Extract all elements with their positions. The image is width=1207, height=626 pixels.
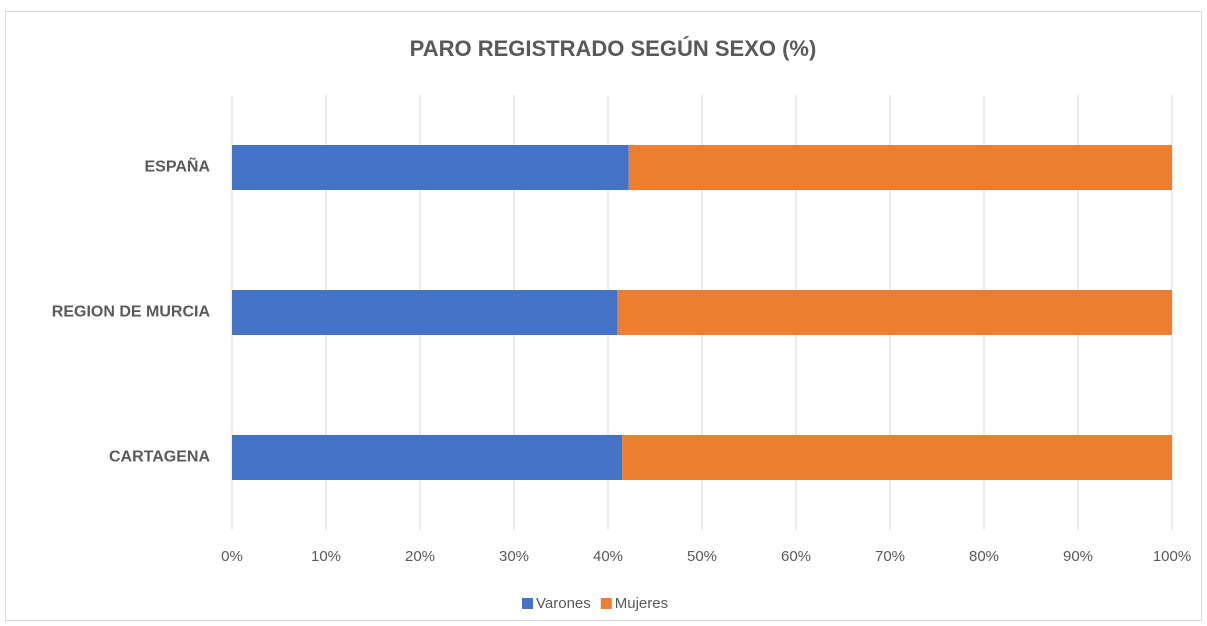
legend-label: Varones	[536, 595, 591, 612]
x-tick-label: 30%	[499, 548, 529, 565]
bar	[232, 145, 629, 190]
y-tick-label: ESPAÑA	[145, 156, 211, 176]
x-tick-label: 20%	[405, 548, 435, 565]
legend-swatch	[522, 598, 533, 609]
bar	[617, 290, 1172, 335]
bar	[622, 435, 1172, 480]
x-tick-label: 0%	[221, 548, 243, 565]
x-tick-label: 60%	[781, 548, 811, 565]
bar	[232, 290, 618, 335]
x-tick-label: 100%	[1153, 548, 1191, 565]
x-tick-label: 80%	[969, 548, 999, 565]
bar	[232, 435, 623, 480]
y-tick-label: REGION DE MURCIA	[52, 304, 211, 321]
x-tick-label: 90%	[1063, 548, 1093, 565]
legend-label: Mujeres	[615, 595, 668, 612]
x-tick-label: 40%	[593, 548, 623, 565]
y-tick-label: CARTAGENA	[109, 449, 210, 466]
x-tick-label: 10%	[311, 548, 341, 565]
chart-title: PARO REGISTRADO SEGÚN SEXO (%)	[410, 36, 817, 61]
legend-swatch	[600, 598, 612, 609]
x-tick-label: 50%	[687, 548, 717, 565]
x-tick-label: 70%	[875, 548, 905, 565]
bar	[628, 145, 1172, 190]
